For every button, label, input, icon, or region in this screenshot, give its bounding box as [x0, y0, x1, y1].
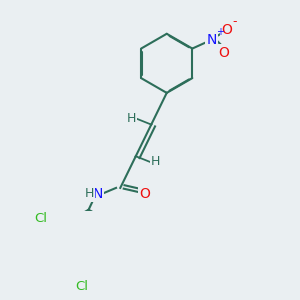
Text: O: O [140, 187, 150, 200]
Text: O: O [219, 46, 230, 60]
Text: H: H [85, 187, 94, 200]
Text: +: + [216, 27, 224, 37]
Text: N: N [206, 33, 217, 47]
Text: Cl: Cl [75, 280, 88, 293]
Text: N: N [93, 187, 103, 200]
Text: -: - [232, 15, 237, 28]
Text: O: O [221, 23, 232, 37]
Text: H: H [151, 155, 160, 168]
Text: H: H [127, 112, 136, 125]
Text: Cl: Cl [34, 212, 47, 225]
